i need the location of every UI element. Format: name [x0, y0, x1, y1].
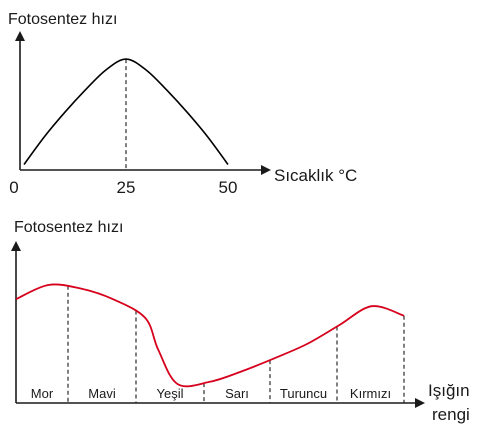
category-label: Turuncu [280, 386, 327, 401]
category-label: Mor [31, 386, 54, 401]
category-label: Sarı [225, 386, 249, 401]
light-category-labels: Mor Mavi Yeşil Sarı Turuncu Kırmızı [31, 386, 391, 401]
light-chart-xlabel-line2: rengi [432, 405, 470, 424]
light-chart-ylabel: Fotosentez hızı [14, 219, 123, 236]
temperature-tick-label: 25 [117, 178, 136, 197]
light-chart-xlabel-line1: Işığın [428, 381, 470, 400]
temperature-chart-ylabel: Fotosentez hızı [8, 11, 117, 28]
light-series-line [15, 283, 405, 388]
light-color-chart: Fotosentez hızı Işığın rengi Mor Mavi Yeşi… [11, 219, 470, 424]
temperature-tick-labels: 0 25 50 [9, 178, 237, 197]
temperature-chart-xlabel: Sıcaklık °C [274, 166, 357, 185]
category-label: Yeşil [157, 386, 184, 401]
light-category-dividers [67, 285, 405, 403]
temperature-series-line [23, 58, 229, 165]
category-label: Mavi [88, 386, 116, 401]
category-label: Kırmızı [350, 386, 391, 401]
temperature-tick-label: 0 [9, 178, 18, 197]
temperature-chart: Fotosentez hızı Sıcaklık °C 0 25 50 [8, 11, 357, 197]
temperature-tick-label: 50 [219, 178, 238, 197]
